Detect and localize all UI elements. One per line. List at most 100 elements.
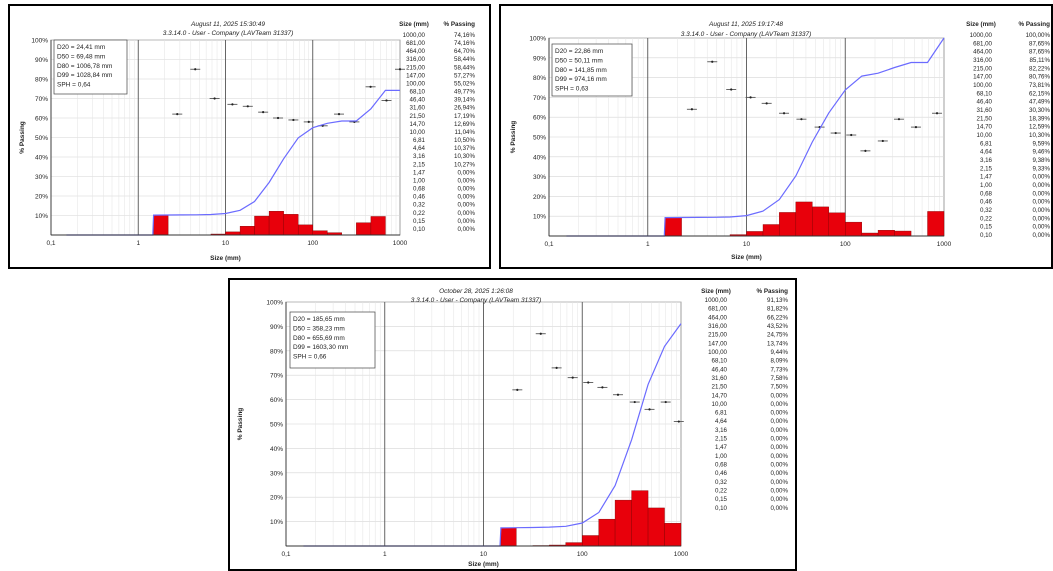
frequency-point [385,99,388,102]
table-cell-passing: 11,04% [454,129,475,136]
chart-date: October 28, 2025 1:26:08 [439,288,513,295]
table-header-passing: % Passing [444,21,476,28]
chart-panel-2: 10% 20% 30% 40% 50% 60% 70% 80% 90% 100% 0,1 1 10 100… [499,4,1053,269]
y-tick-label: 80% [270,348,283,355]
histogram-bar [845,221,862,237]
table-cell-size: 1000,00 [970,32,993,39]
y-tick-label: 30% [270,470,283,477]
table-cell-passing: 0,00% [770,410,788,417]
table-cell-size: 68,10 [410,89,426,96]
table-cell-size: 0,32 [980,207,993,214]
chart-date: August 11, 2025 19:17:48 [708,21,783,28]
table-cell-size: 0,46 [413,194,426,201]
table-cell-passing: 0,00% [457,218,475,225]
frequency-point [690,108,694,111]
table-cell-size: 14,70 [977,124,993,131]
histogram-bar [795,201,813,237]
histogram-bar [153,214,169,236]
chart-panel-1: 10% 20% 30% 40% 50% 60% 70% 80% 90% 100% 0,1 1 10 100… [8,4,491,269]
cumulative-passing-curve [66,89,400,236]
frequency-point [711,60,714,63]
table-header-passing: % Passing [1019,21,1051,28]
table-header-size: Size (mm) [966,21,996,28]
table-cell-passing: 0,00% [1032,224,1050,231]
table-cell-size: 1,00 [413,177,426,184]
frequency-point [834,131,837,135]
cumulative-passing-curve [303,323,682,547]
y-tick-label: 60% [270,397,283,404]
table-cell-size: 1000,00 [403,32,426,39]
table-cell-size: 147,00 [708,340,727,347]
stats-box [53,39,128,95]
frequency-point [864,149,867,152]
table-cell-passing: 0,00% [770,453,788,460]
table-cell-passing: 0,00% [1032,182,1050,189]
x-tick-label: 100 [307,240,318,247]
frequency-point [730,88,733,91]
frequency-point [677,420,680,423]
stats-line: D50 = 358,23 mm [293,325,345,332]
table-cell-passing: 0,00% [770,418,788,425]
table-cell-passing: 87,65% [1029,40,1050,47]
table-cell-size: 21,50 [977,115,993,122]
y-tick-label: 100% [31,38,48,45]
table-cell-size: 6,81 [413,137,426,144]
table-cell-passing: 0,00% [770,496,788,503]
frequency-point [616,393,620,396]
stats-line: D80 = 141,85 mm [555,67,607,74]
table-cell-size: 464,00 [708,314,727,321]
histogram-bar [283,214,299,236]
table-cell-size: 21,50 [410,113,426,120]
table-cell-passing: 85,11% [1029,57,1050,64]
table-cell-size: 10,00 [712,401,728,408]
histogram-bar [598,518,616,547]
table-cell-size: 100,00 [708,349,727,356]
frequency-point [194,68,197,71]
frequency-point [800,118,803,121]
y-tick-label: 100% [529,36,546,43]
table-cell-passing: 47,49% [1029,99,1050,106]
table-cell-passing: 0,00% [770,392,788,399]
frequency-point [555,366,558,369]
frequency-point [276,116,280,120]
table-cell-size: 0,10 [715,505,728,512]
table-cell-passing: 12,59% [1029,124,1050,131]
histogram-bar [894,230,912,237]
table-cell-size: 0,46 [980,199,993,206]
histogram-bar [225,231,241,236]
table-cell-passing: 0,00% [770,488,788,495]
histogram-bar [927,211,945,237]
table-cell-passing: 0,00% [1032,207,1050,214]
table-cell-passing: 30,30% [1029,107,1050,114]
table-cell-passing: 0,00% [1032,190,1050,197]
frequency-point [231,103,234,106]
table-cell-size: 1,00 [980,182,993,189]
table-cell-passing: 0,00% [1032,215,1050,222]
table-cell-size: 10,00 [977,132,993,139]
table-cell-passing: 0,00% [1032,199,1050,206]
y-tick-label: 70% [533,95,546,102]
table-cell-passing: 39,14% [454,97,475,104]
x-axis-title: Size (mm) [468,561,499,568]
table-cell-passing: 55,02% [454,80,475,87]
x-tick-label: 100 [840,241,851,248]
stats-line: D20 = 24,41 mm [57,44,105,51]
size-distribution-chart-2: 10% 20% 30% 40% 50% 60% 70% 80% 90% 100% 0,1 1 10 100… [510,21,1051,261]
histogram-bar [356,222,372,236]
table-cell-passing: 13,74% [767,340,788,347]
table-cell-size: 0,68 [715,462,728,469]
histogram-bar [370,216,386,236]
size-distribution-chart-1: 10% 20% 30% 40% 50% 60% 70% 80% 90% 100% 0,1 1 10 100… [19,21,476,262]
x-axis-title: Size (mm) [210,255,241,262]
y-tick-label: 10% [533,214,546,221]
table-cell-passing: 0,00% [770,479,788,486]
frequency-point [633,400,636,404]
table-cell-size: 68,10 [712,358,728,365]
table-header-size: Size (mm) [399,21,429,28]
table-cell-size: 6,81 [980,140,993,147]
table-cell-size: 31,60 [977,107,993,114]
table-cell-passing: 9,44% [770,349,788,356]
table-cell-passing: 0,00% [457,169,475,176]
table-cell-passing: 0,00% [770,427,788,434]
table-cell-passing: 9,46% [1032,149,1050,156]
